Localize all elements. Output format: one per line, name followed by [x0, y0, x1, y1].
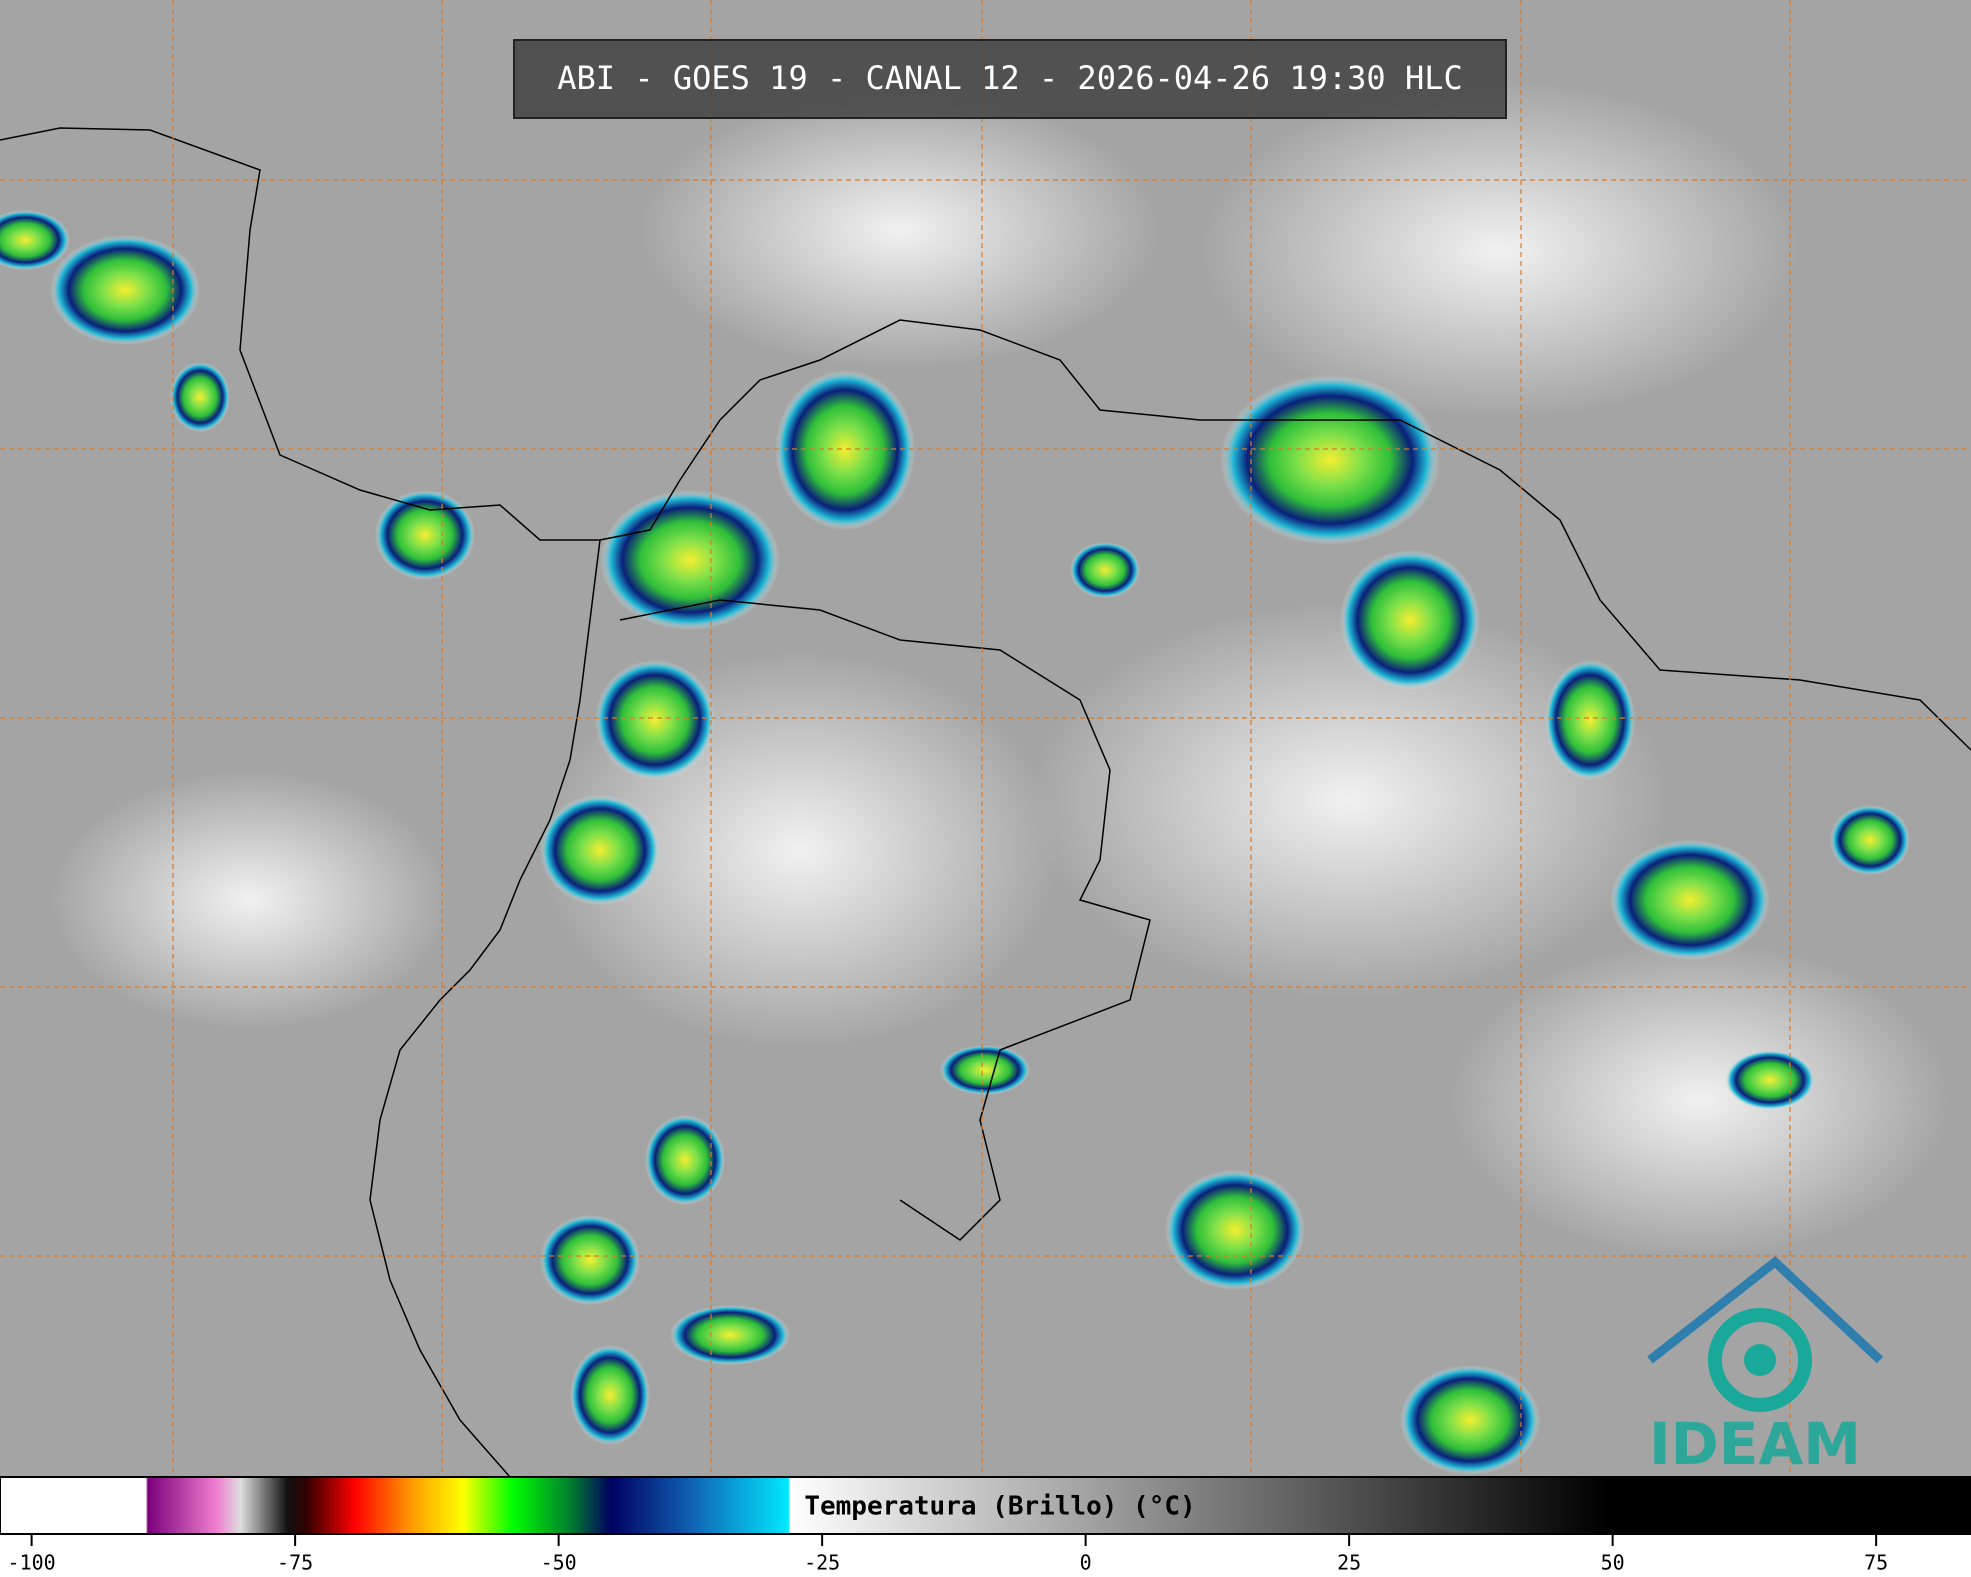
clouds: [0, 80, 1950, 1475]
tick-label: -100: [8, 1551, 56, 1575]
tick-label: 75: [1864, 1551, 1888, 1575]
colorbar: [0, 1476, 1971, 1535]
title: ABI - GOES 19 - CANAL 12 - 2026-04-26 19…: [557, 59, 1462, 97]
title-box: [513, 39, 1507, 119]
tick-label: 0: [1080, 1551, 1092, 1575]
colorbar-ticks: -100 -75 -50 -25 0 25 50 75: [8, 1534, 1888, 1575]
tick-label: 25: [1337, 1551, 1361, 1575]
tick-label: -25: [804, 1551, 840, 1575]
tick-label: -75: [277, 1551, 313, 1575]
tick-label: -50: [541, 1551, 577, 1575]
logo-text: IDEAM: [1649, 1410, 1861, 1478]
tick-label: 50: [1601, 1551, 1625, 1575]
graticule: [0, 0, 1971, 1477]
colorbar-label: Temperatura (Brillo) (°C): [804, 1492, 1195, 1522]
logo: IDEAM: [1647, 1256, 1884, 1478]
coastlines: [0, 127, 1971, 1478]
